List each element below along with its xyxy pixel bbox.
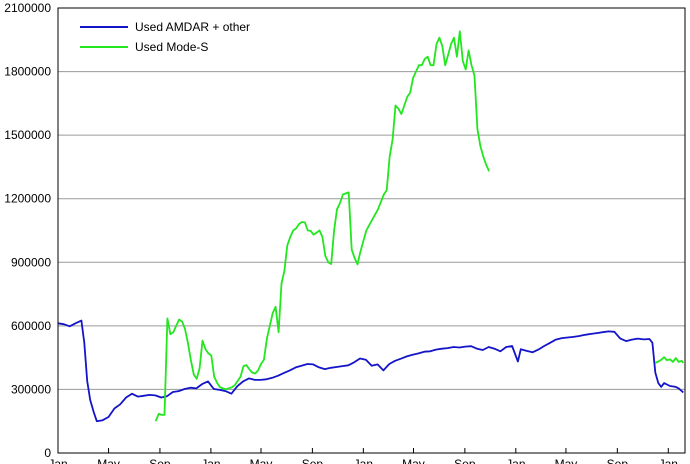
x-tick-label: May	[97, 457, 120, 464]
series-line-mode-s	[154, 30, 490, 422]
x-tick-label: May	[555, 457, 578, 464]
legend-label-mode-s: Used Mode-S	[135, 40, 208, 54]
x-tick-label: Sep	[302, 457, 324, 464]
y-tick-label: 900000	[11, 255, 51, 269]
x-tick-label: Jan	[201, 457, 220, 464]
x-tick-label: May	[402, 457, 425, 464]
series-line-amdar	[57, 319, 684, 423]
x-tick-label: Sep	[149, 457, 171, 464]
y-tick-label: 1800000	[4, 65, 51, 79]
series-layer	[57, 30, 685, 423]
series-line-mode-s	[654, 356, 685, 364]
y-tick-label: 1500000	[4, 128, 51, 142]
x-tick-label: Jan	[354, 457, 373, 464]
legend-label-amdar: Used AMDAR + other	[135, 20, 250, 34]
y-tick-label: 2100000	[4, 1, 51, 15]
y-tick-label: 300000	[11, 382, 51, 396]
x-tick-label: May	[250, 457, 273, 464]
x-tick-label: Jan	[659, 457, 678, 464]
x-tick-label: Jan	[48, 457, 67, 464]
legend: Used AMDAR + other Used Mode-S	[80, 20, 250, 54]
x-tick-label: Jan	[506, 457, 525, 464]
grid-lines	[58, 71, 685, 390]
plot-frame	[57, 7, 686, 454]
y-tick-label: 600000	[11, 319, 51, 333]
x-tick-label: Sep	[607, 457, 629, 464]
x-axis-labels: Jan2020MaySepJan2021MaySepJan2022MaySepJ…	[48, 448, 678, 464]
y-tick-label: 1200000	[4, 192, 51, 206]
x-tick-label: Sep	[454, 457, 476, 464]
y-axis-labels: 0 300000 600000 900000 1200000 1500000 1800000…	[4, 1, 51, 460]
y-tick-label: 0	[44, 446, 51, 460]
